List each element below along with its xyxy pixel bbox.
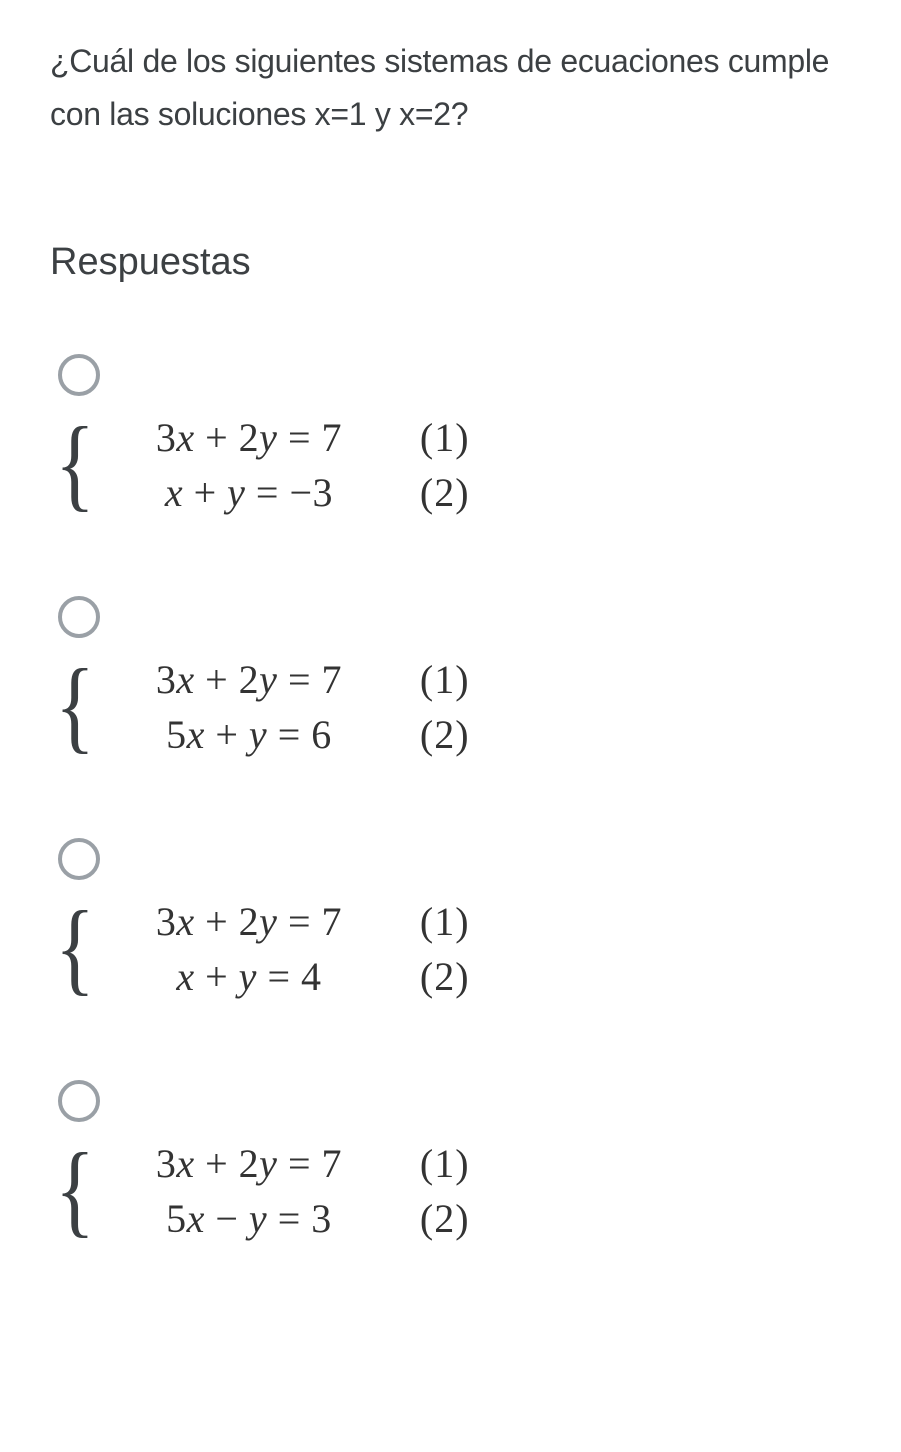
equation-number: (1) xyxy=(420,1140,470,1187)
equation-number: (2) xyxy=(420,953,470,1000)
equation-text: 5x − y = 3 xyxy=(104,1195,394,1242)
answer-option[interactable]: { 3x + 2y = 7 (1) 5x − y = 3 (2) xyxy=(50,1080,851,1242)
equation-row: x + y = 4 (2) xyxy=(104,953,470,1000)
equation-row: 5x − y = 3 (2) xyxy=(104,1195,470,1242)
answers-heading: Respuestas xyxy=(50,241,851,284)
radio-icon[interactable] xyxy=(58,1080,100,1122)
left-brace-icon: { xyxy=(55,1141,95,1240)
equation-number: (2) xyxy=(420,1195,470,1242)
equation-row: 3x + 2y = 7 (1) xyxy=(104,1140,470,1187)
equation-number: (1) xyxy=(420,656,470,703)
equation-system: { 3x + 2y = 7 (1) 5x + y = 6 (2) xyxy=(50,656,851,758)
equations-group: 3x + 2y = 7 (1) x + y = 4 (2) xyxy=(104,898,470,1000)
answer-option[interactable]: { 3x + 2y = 7 (1) x + y = −3 (2) xyxy=(50,354,851,516)
answer-option[interactable]: { 3x + 2y = 7 (1) 5x + y = 6 (2) xyxy=(50,596,851,758)
equation-number: (1) xyxy=(420,898,470,945)
equation-text: 3x + 2y = 7 xyxy=(104,898,394,945)
equation-text: x + y = 4 xyxy=(104,953,394,1000)
question-text: ¿Cuál de los siguientes sistemas de ecua… xyxy=(50,35,851,141)
equation-text: x + y = −3 xyxy=(104,469,394,516)
equations-group: 3x + 2y = 7 (1) x + y = −3 (2) xyxy=(104,414,470,516)
equation-number: (2) xyxy=(420,711,470,758)
equation-row: 3x + 2y = 7 (1) xyxy=(104,414,470,461)
equation-text: 3x + 2y = 7 xyxy=(104,1140,394,1187)
equation-row: 3x + 2y = 7 (1) xyxy=(104,656,470,703)
equation-row: 5x + y = 6 (2) xyxy=(104,711,470,758)
radio-icon[interactable] xyxy=(58,596,100,638)
equation-text: 3x + 2y = 7 xyxy=(104,414,394,461)
equation-text: 5x + y = 6 xyxy=(104,711,394,758)
equations-group: 3x + 2y = 7 (1) 5x − y = 3 (2) xyxy=(104,1140,470,1242)
radio-icon[interactable] xyxy=(58,838,100,880)
equation-system: { 3x + 2y = 7 (1) 5x − y = 3 (2) xyxy=(50,1140,851,1242)
left-brace-icon: { xyxy=(55,657,95,756)
equation-system: { 3x + 2y = 7 (1) x + y = −3 (2) xyxy=(50,414,851,516)
equation-text: 3x + 2y = 7 xyxy=(104,656,394,703)
radio-icon[interactable] xyxy=(58,354,100,396)
equation-number: (1) xyxy=(420,414,470,461)
answer-option[interactable]: { 3x + 2y = 7 (1) x + y = 4 (2) xyxy=(50,838,851,1000)
equation-number: (2) xyxy=(420,469,470,516)
left-brace-icon: { xyxy=(55,415,95,514)
equation-row: x + y = −3 (2) xyxy=(104,469,470,516)
left-brace-icon: { xyxy=(55,899,95,998)
equations-group: 3x + 2y = 7 (1) 5x + y = 6 (2) xyxy=(104,656,470,758)
equation-system: { 3x + 2y = 7 (1) x + y = 4 (2) xyxy=(50,898,851,1000)
equation-row: 3x + 2y = 7 (1) xyxy=(104,898,470,945)
